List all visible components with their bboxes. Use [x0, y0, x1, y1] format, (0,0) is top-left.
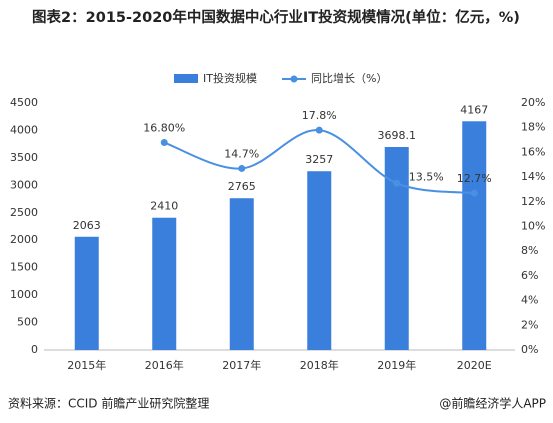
- y-tick-label: 4500: [10, 96, 38, 109]
- line-point: [393, 179, 401, 187]
- line-point: [470, 189, 478, 197]
- y2-tick-label: 4%: [521, 294, 538, 307]
- bar-value-label: 4167: [460, 103, 488, 116]
- y2-tick-label: 16%: [521, 145, 545, 158]
- y2-tick-label: 12%: [521, 195, 545, 208]
- y2-tick-label: 6%: [521, 269, 538, 282]
- y2-tick-label: 2%: [521, 318, 538, 331]
- bar: [384, 147, 409, 350]
- line-value-label: 12.7%: [457, 172, 492, 185]
- y-tick-label: 3500: [10, 151, 38, 164]
- line-point: [160, 139, 168, 147]
- bar-value-label: 2765: [228, 180, 256, 193]
- y-tick-label: 3000: [10, 178, 38, 191]
- y-tick-label: 1500: [10, 261, 38, 274]
- y2-tick-label: 20%: [521, 96, 545, 109]
- bar-value-label: 3257: [305, 153, 333, 166]
- y-tick-label: 2000: [10, 233, 38, 246]
- legend-label: 同比增长（%）: [311, 71, 387, 85]
- source: 资料来源：CCID 前瞻产业研究院整理: [8, 396, 209, 411]
- x-tick-label: 2019年: [377, 358, 416, 372]
- line-value-label: 14.7%: [224, 147, 259, 160]
- y2-tick-label: 0%: [521, 343, 538, 356]
- legend-swatch: [290, 75, 298, 83]
- x-tick-label: 2017年: [222, 358, 261, 372]
- y-tick-label: 4000: [10, 123, 38, 136]
- bar: [229, 198, 254, 350]
- y-tick-label: 2500: [10, 206, 38, 219]
- x-tick-label: 2020E: [457, 359, 492, 372]
- y2-tick-label: 14%: [521, 170, 545, 183]
- bar-value-label: 2410: [150, 200, 178, 213]
- y-tick-label: 0: [31, 343, 38, 356]
- y-tick-label: 500: [17, 316, 38, 329]
- bar: [462, 121, 487, 350]
- y2-tick-label: 18%: [521, 121, 545, 134]
- y2-tick-label: 8%: [521, 244, 538, 257]
- line-value-label: 13.5%: [409, 170, 444, 183]
- line-value-label: 17.8%: [302, 109, 337, 122]
- bar-value-label: 2063: [73, 219, 101, 232]
- bar: [74, 236, 99, 350]
- bar-value-label: 3698.1: [378, 129, 417, 142]
- line-point: [315, 126, 323, 134]
- legend-label: IT投资规模: [203, 71, 257, 85]
- chart-title: 图表2：2015-2020年中国数据中心行业IT投资规模情况(单位：亿元，%): [32, 10, 520, 26]
- legend-swatch: [174, 74, 198, 83]
- bar: [307, 171, 332, 350]
- x-tick-label: 2016年: [145, 358, 184, 372]
- y-tick-label: 1000: [10, 288, 38, 301]
- credit: @前瞻经济学人APP: [439, 396, 546, 411]
- bar: [152, 217, 177, 350]
- y2-tick-label: 10%: [521, 220, 545, 233]
- x-tick-label: 2018年: [300, 358, 339, 372]
- line-point: [238, 164, 246, 172]
- x-tick-label: 2015年: [67, 358, 106, 372]
- line-value-label: 16.80%: [143, 122, 185, 135]
